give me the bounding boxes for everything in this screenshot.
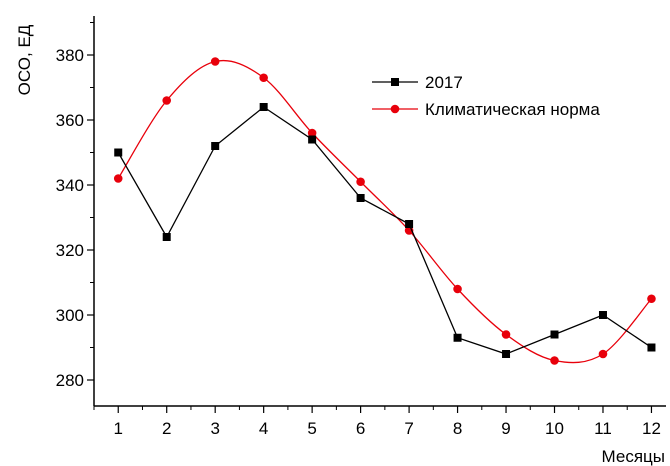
data-point-circle (647, 294, 656, 304)
x-axis-label: Месяцы (602, 447, 665, 466)
legend: 2017 Климатическая норма (372, 73, 600, 119)
legend-marker-square (391, 78, 399, 86)
x-tick-label: 11 (594, 419, 612, 438)
y-tick-label: 300 (56, 306, 84, 325)
series-line-0 (117, 106, 652, 355)
legend-marker-circle (390, 104, 400, 114)
data-point-circle (162, 96, 172, 105)
x-tick-label: 8 (453, 419, 462, 438)
data-point-circle (453, 284, 462, 294)
y-tick-label: 360 (56, 111, 84, 130)
data-point-square (356, 194, 365, 202)
y-tick-label: 340 (56, 176, 84, 195)
data-point-square (211, 142, 220, 150)
data-point-circle (259, 73, 268, 83)
data-point-square (405, 220, 414, 228)
data-point-circle (501, 330, 511, 339)
x-tick-label: 1 (114, 419, 123, 438)
legend-label: Климатическая норма (425, 100, 600, 119)
x-tick-label: 10 (545, 419, 564, 438)
y-axis-label: ОСО, ЕД (15, 24, 34, 95)
data-point-square (502, 350, 511, 358)
y-tick-label: 320 (56, 241, 84, 260)
data-point-square (308, 135, 317, 144)
data-point-square (550, 330, 559, 339)
data-point-square (598, 311, 607, 319)
data-point-circle (210, 57, 220, 66)
data-point-square (453, 333, 462, 342)
data-point-square (259, 103, 268, 111)
legend-label: 2017 (425, 73, 463, 92)
data-point-square (162, 233, 171, 241)
data-point-square (114, 148, 123, 157)
data-point-circle (356, 177, 365, 187)
data-point-circle (598, 349, 608, 359)
data-point-circle (550, 356, 559, 365)
y-tick-label: 380 (56, 46, 84, 65)
x-tick-label: 7 (404, 419, 413, 438)
x-tick-label: 5 (307, 419, 316, 438)
x-tick-label: 6 (356, 419, 365, 438)
data-point-circle (113, 174, 123, 183)
data-point-square (647, 343, 656, 352)
series-layer (113, 57, 656, 365)
data-point-circle (307, 128, 317, 138)
axes (93, 16, 666, 407)
x-tick-label: 4 (259, 419, 268, 438)
x-tick-label: 9 (501, 419, 510, 438)
y-tick-label: 280 (56, 371, 84, 390)
x-tick-label: 3 (210, 419, 219, 438)
x-tick-label: 12 (642, 419, 661, 438)
x-tick-label: 2 (162, 419, 171, 438)
